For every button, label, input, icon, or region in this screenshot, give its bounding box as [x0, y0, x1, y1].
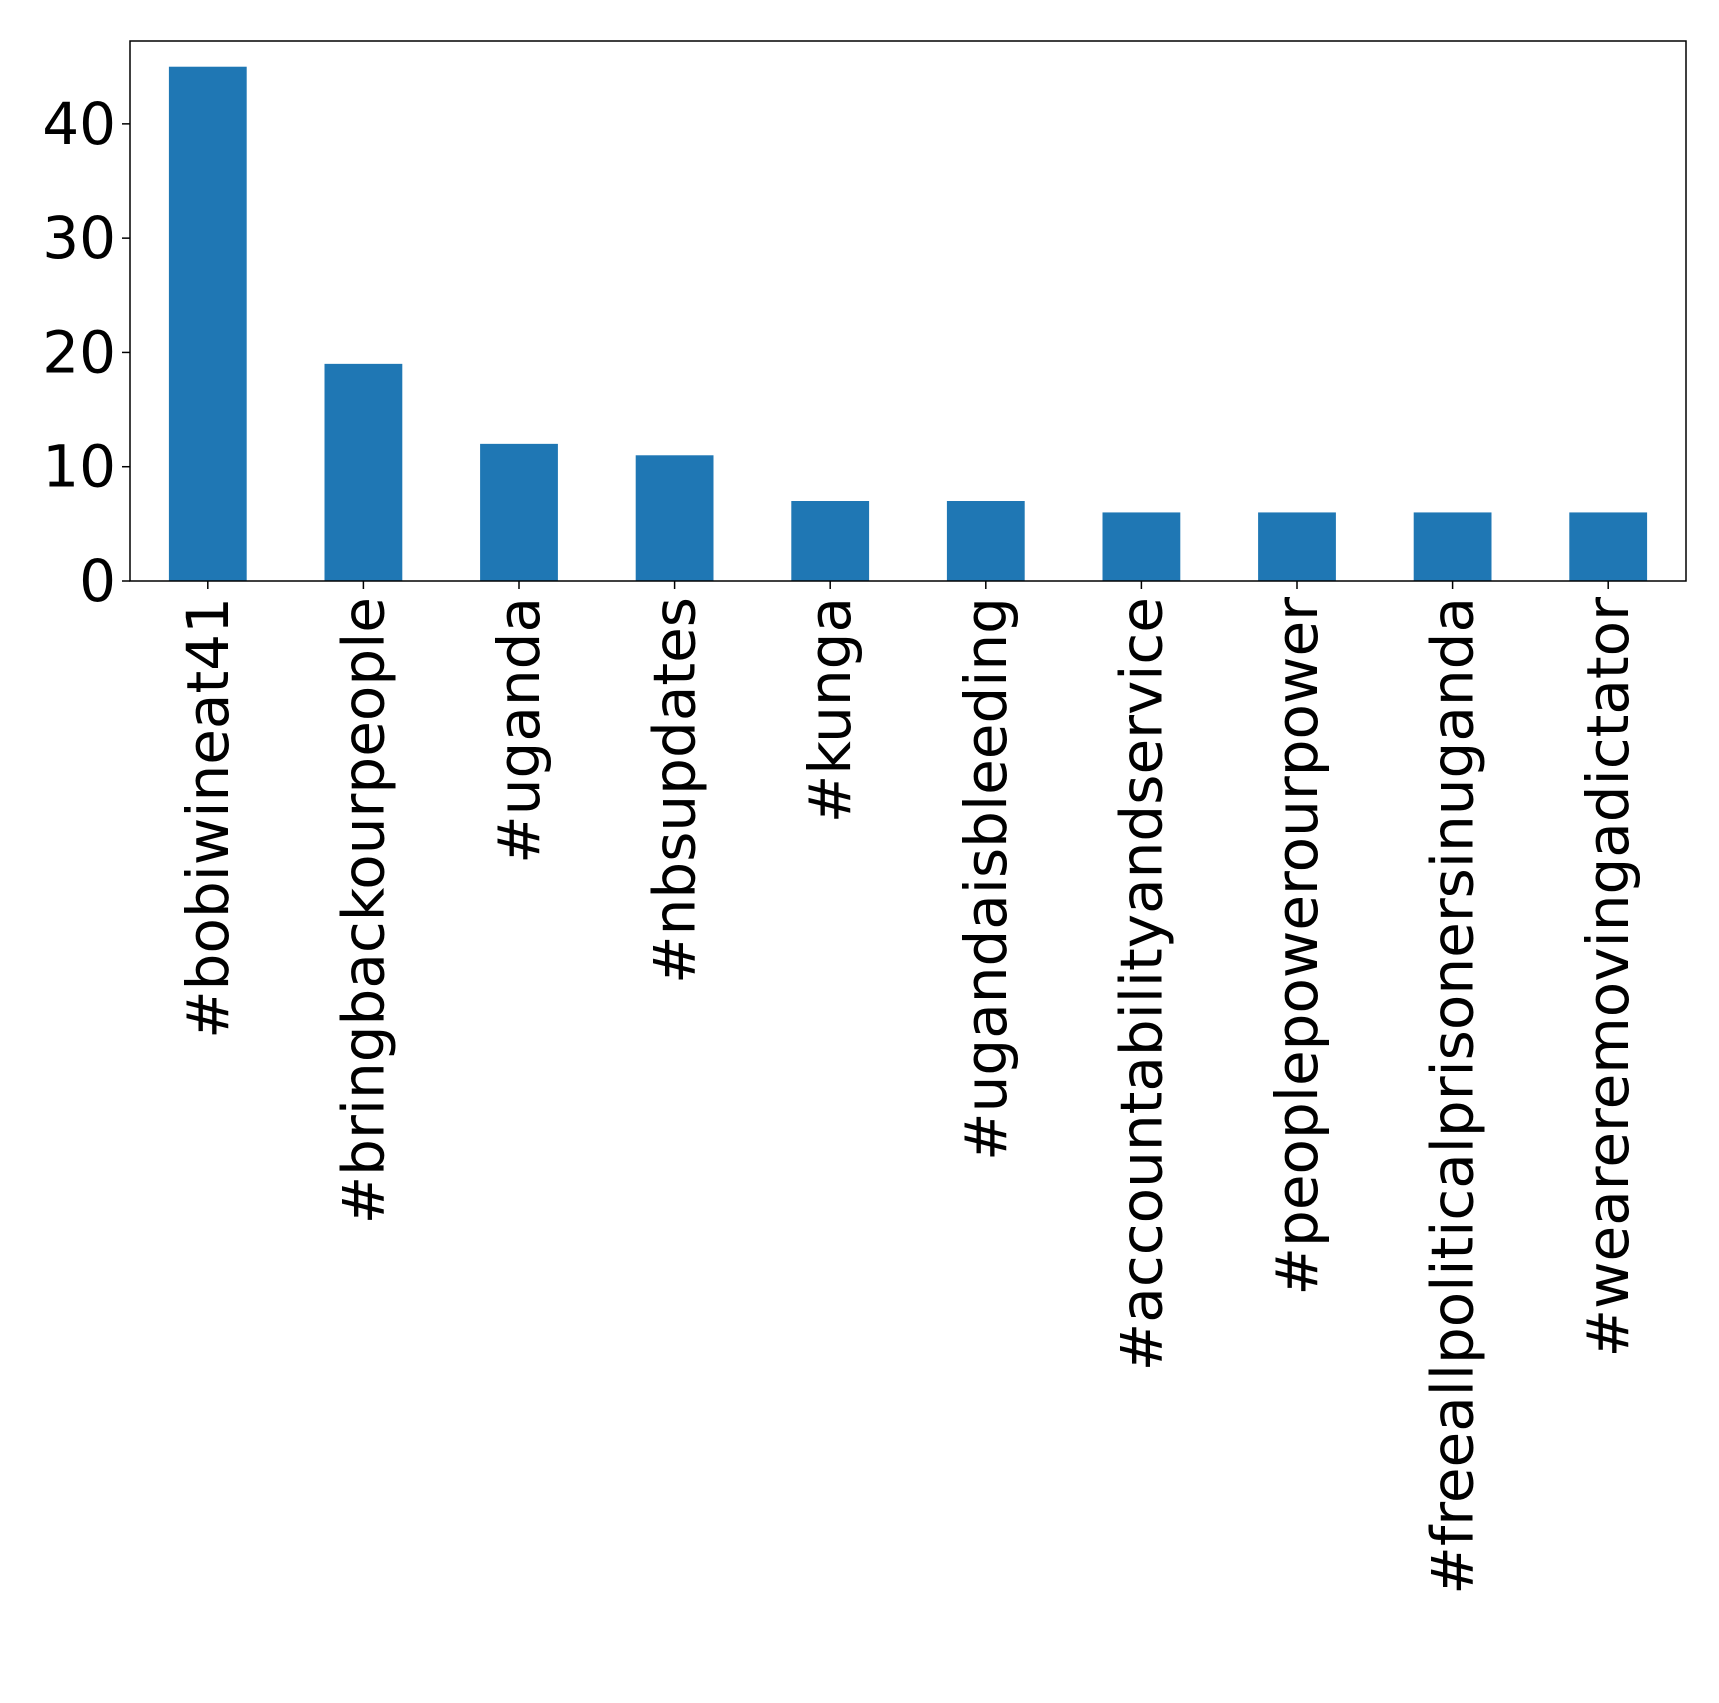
x-tick-label: #ugandaisbleeding — [952, 597, 1020, 1161]
bar-weareremovingadictator — [1569, 512, 1648, 581]
bar-nbsupdates — [635, 455, 714, 581]
bar-accountabilityandservice — [1102, 512, 1181, 581]
y-tick-label: 10 — [42, 433, 116, 501]
bar-bobiwineat41 — [168, 66, 247, 581]
y-tick-label: 40 — [42, 90, 116, 158]
x-tick-label: #peoplepowerourpower — [1263, 597, 1331, 1296]
plot-frame — [129, 40, 1687, 582]
x-axis-ticks: #bobiwineat41 #bringbackourpeople #uganda #… — [174, 581, 1642, 1595]
x-tick-label: #uganda — [485, 597, 553, 864]
bar-ugandaisbleeding — [946, 501, 1025, 581]
bar-bringbackourpeople — [324, 363, 403, 581]
x-tick-label: #freeallpoliticalprisonersinuganda — [1419, 597, 1487, 1595]
bar-peoplepowerourpower — [1258, 512, 1336, 581]
y-axis-ticks: 0 10 20 30 40 — [42, 90, 130, 615]
bar-uganda — [480, 443, 558, 581]
x-tick-label: #bobiwineat41 — [174, 597, 242, 1039]
x-tick-label: #kunga — [796, 597, 864, 823]
x-tick-label: #accountabilityandservice — [1107, 597, 1175, 1371]
bars-group — [168, 66, 1648, 581]
y-tick-label: 20 — [42, 318, 116, 386]
bar-kunga — [791, 501, 870, 581]
x-tick-label: #nbsupdates — [641, 597, 709, 984]
x-tick-label: #weareremovingadictator — [1574, 597, 1642, 1358]
x-tick-label: #bringbackourpeople — [329, 597, 397, 1224]
bar-freeallpoliticalprisonersinuganda — [1413, 512, 1492, 581]
y-tick-label: 30 — [42, 204, 116, 272]
y-tick-label: 0 — [79, 547, 116, 615]
